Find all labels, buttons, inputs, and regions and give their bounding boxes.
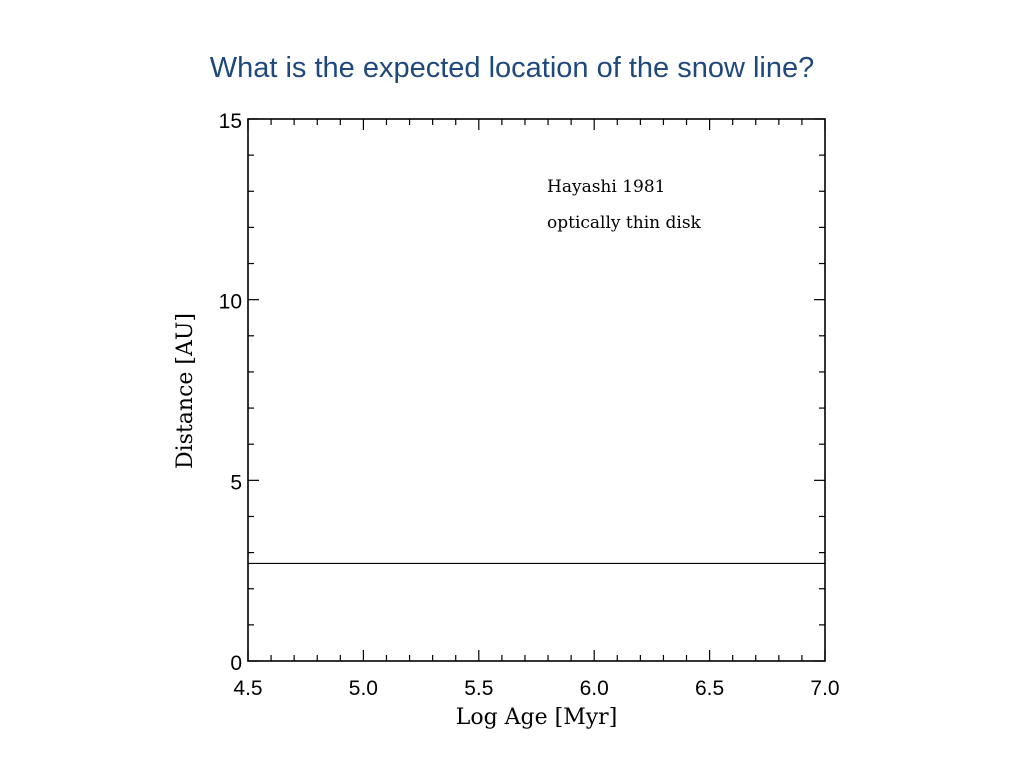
- x-tick-labels: 4.5 5.0 5.5 6.0 6.5 7.0: [233, 677, 839, 700]
- x-axis-label: Log Age [Myr]: [456, 705, 618, 730]
- x-tick-label: 7.0: [810, 677, 839, 700]
- slide-title: What is the expected location of the sno…: [209, 52, 815, 84]
- x-tick-label: 5.0: [349, 677, 378, 700]
- y-tick-label: 5: [230, 471, 242, 494]
- annotation-reference: Hayashi 1981: [547, 177, 665, 197]
- axis-ticks: [247, 118, 826, 662]
- x-tick-label: 6.0: [580, 677, 609, 700]
- x-tick-label: 6.5: [695, 677, 724, 700]
- x-tick-label: 5.5: [464, 677, 493, 700]
- y-axis-label: Distance [AU]: [173, 313, 198, 469]
- y-tick-label: 0: [230, 652, 242, 675]
- annotation-model: optically thin disk: [547, 213, 702, 233]
- y-tick-label: 10: [219, 291, 242, 314]
- y-tick-label: 15: [219, 110, 242, 133]
- x-tick-label: 4.5: [233, 677, 262, 700]
- plot-frame: [247, 118, 826, 662]
- y-tick-labels: 0 5 10 15: [219, 110, 242, 675]
